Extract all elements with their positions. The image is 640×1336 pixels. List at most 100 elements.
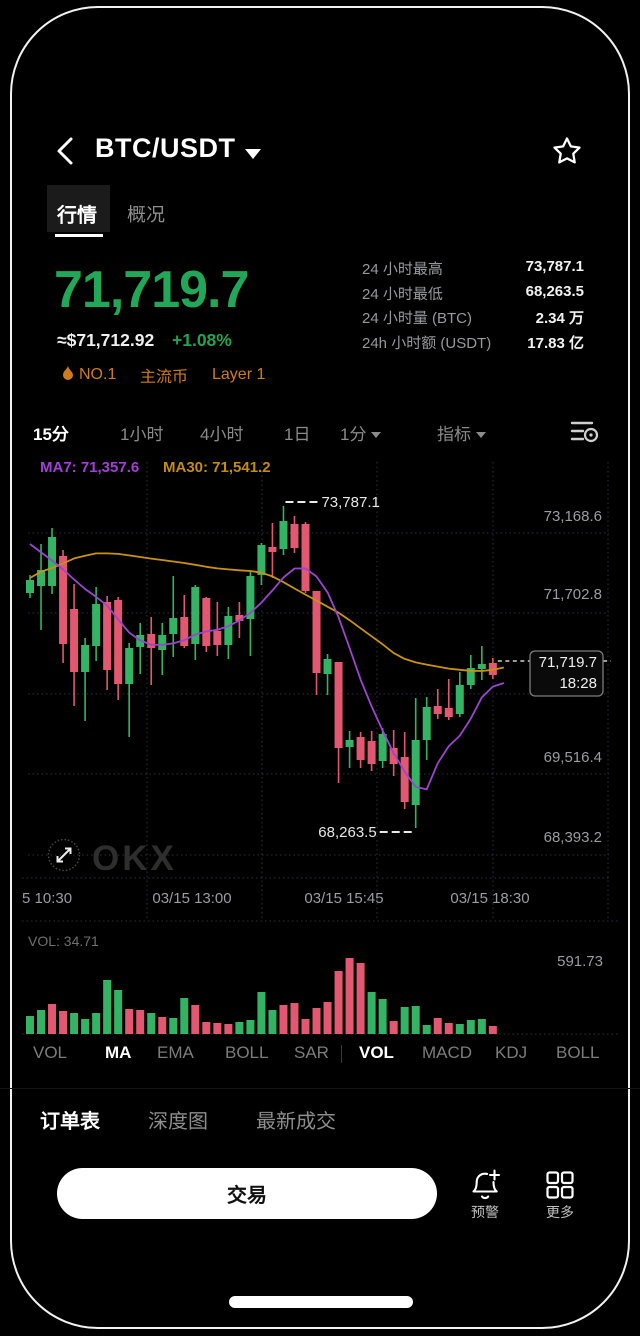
indicator-kdj-sub[interactable]: KDJ (495, 1043, 528, 1062)
indicator-vol-main[interactable]: VOL (33, 1043, 68, 1062)
y-axis-label: 71,702.8 (544, 586, 602, 603)
volume-bar (466, 1020, 475, 1034)
bottom-tab-orderbook[interactable]: 订单表 (40, 1105, 100, 1134)
expand-chart-icon[interactable] (47, 838, 81, 872)
fiat-value: ≈$71,712.92 (57, 330, 155, 350)
volume-bar (125, 1008, 134, 1034)
candle (477, 646, 486, 680)
last-price: 71,719.7 (54, 261, 249, 319)
tab-overview[interactable]: 概况 (127, 200, 166, 227)
badge-layer1[interactable]: Layer 1 (212, 366, 266, 383)
volume-bar (114, 990, 123, 1034)
volume-bar (224, 1023, 233, 1034)
volume-bar (37, 1010, 46, 1034)
home-indicator[interactable] (229, 1296, 413, 1308)
volume-bar (147, 1013, 156, 1034)
indicator-ma-main[interactable]: MA (105, 1043, 132, 1062)
x-axis-label: 03/15 18:30 (450, 890, 530, 907)
more-label[interactable]: 更多 (546, 1202, 574, 1222)
tab-quotes[interactable]: 行情 (57, 199, 97, 228)
volume-bar (290, 1003, 299, 1034)
tab-highlight (47, 185, 110, 232)
indicator-boll-main[interactable]: BOLL (225, 1043, 269, 1062)
volume-bar (378, 998, 387, 1034)
badge-no1[interactable]: NO.1 (79, 366, 117, 383)
volume-bar (257, 991, 266, 1034)
change-percent: +1.08% (172, 330, 232, 350)
favorite-star-icon[interactable] (551, 135, 583, 167)
indicator-boll-sub[interactable]: BOLL (556, 1043, 600, 1062)
candle (411, 698, 420, 828)
timeframe-4[interactable]: 1分 (340, 420, 382, 445)
bottom-tab-depth[interactable]: 深度图 (148, 1105, 208, 1134)
volume-bar (389, 1020, 398, 1034)
volume-bar (477, 1018, 486, 1034)
okx-watermark: OKX (92, 839, 177, 878)
volume-bar (136, 1010, 145, 1034)
candle (345, 731, 354, 768)
candle (125, 643, 134, 737)
volume-bar (356, 963, 365, 1034)
stat-label: 24 小时最高 (362, 258, 443, 279)
candlestick-chart[interactable]: 73,168.6 71,702.8 69,516.4 68,393.2 73,787.1… (0, 0, 640, 1040)
candle (290, 516, 299, 553)
caret-down-icon (371, 432, 382, 438)
timeframe-3[interactable]: 1日 (284, 420, 311, 445)
trade-button[interactable]: 交易 (57, 1168, 437, 1219)
timeframe-0[interactable]: 15分 (33, 420, 69, 445)
bell-plus-icon[interactable] (468, 1168, 502, 1202)
indicator-vol-sub[interactable]: VOL (359, 1043, 394, 1062)
flame-icon (63, 365, 73, 380)
timeframe-5[interactable]: 指标 (437, 420, 486, 445)
timeframe-2[interactable]: 4小时 (200, 420, 244, 445)
candle (114, 597, 123, 700)
volume-bar (367, 991, 376, 1034)
indicator-divider (341, 1045, 342, 1063)
alert-label[interactable]: 预警 (471, 1202, 499, 1222)
candle (367, 731, 376, 771)
candle (169, 576, 178, 657)
volume-bar (279, 1005, 288, 1034)
volume-bar (103, 979, 112, 1034)
back-icon[interactable] (54, 136, 78, 166)
candle (356, 732, 365, 768)
candle (147, 617, 156, 685)
volume-bar (268, 1010, 277, 1034)
volume-bar (158, 1017, 167, 1034)
volume-bar (180, 998, 189, 1034)
volume-bar (70, 1013, 79, 1034)
stat-value: 68,263.5 (525, 282, 584, 300)
volume-bar (455, 1023, 464, 1034)
indicator-ema-main[interactable]: EMA (157, 1043, 194, 1062)
candle (433, 689, 442, 719)
volume-bar (202, 1022, 211, 1034)
svg-text:18:28: 18:28 (559, 675, 597, 692)
caret-down-icon (476, 432, 486, 438)
volume-bar (81, 1018, 90, 1034)
indicator-macd-sub[interactable]: MACD (422, 1043, 473, 1062)
indicator-sar-main[interactable]: SAR (294, 1043, 329, 1062)
timeframe-1[interactable]: 1小时 (120, 420, 164, 445)
stat-label: 24 小时最低 (362, 282, 443, 304)
grid-more-icon[interactable] (545, 1170, 575, 1200)
x-axis-label: 03/15 13:00 (152, 890, 232, 907)
volume-bar (312, 1008, 321, 1034)
volume-bar (345, 958, 354, 1034)
volume-bar (191, 1005, 200, 1034)
candle (312, 591, 321, 695)
volume-bar (334, 971, 343, 1034)
candle (301, 522, 310, 593)
y-axis-label: 73,168.6 (544, 508, 602, 525)
bottom-tab-trades[interactable]: 最新成交 (256, 1105, 336, 1134)
candle (81, 638, 90, 721)
section-divider (0, 1088, 640, 1089)
volume-bar (59, 1010, 68, 1034)
page-title[interactable]: BTC/USDT (95, 133, 236, 163)
badge-mainstream[interactable]: 主流币 (140, 363, 189, 387)
candle (257, 543, 266, 585)
volume-bar (48, 1003, 57, 1034)
x-axis-label: 5 10:30 (22, 890, 73, 907)
title-caret-icon[interactable] (245, 149, 261, 159)
chart-settings-icon[interactable] (570, 418, 600, 444)
